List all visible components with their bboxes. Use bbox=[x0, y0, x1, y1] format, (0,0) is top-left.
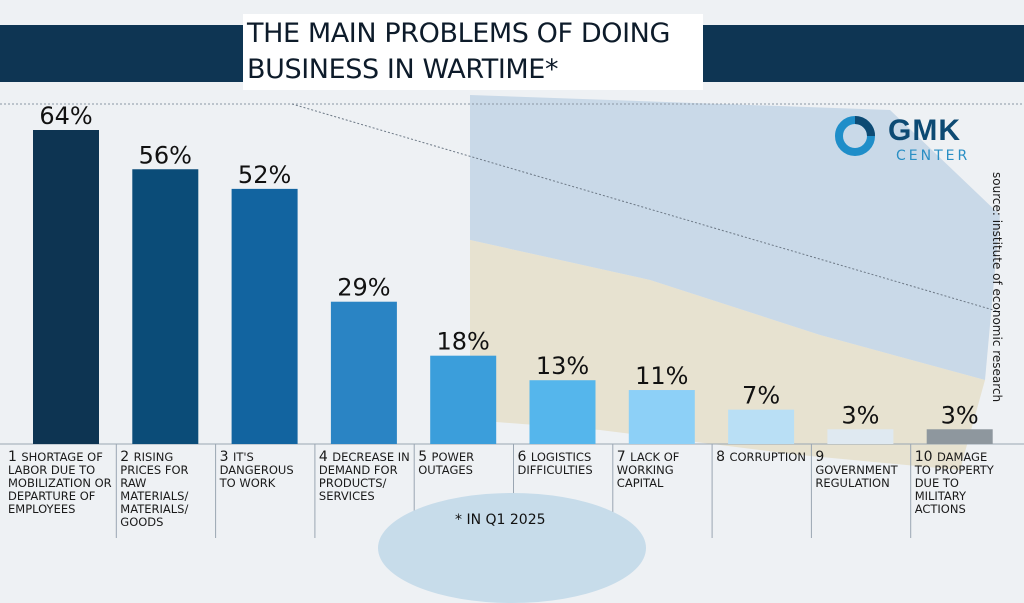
value-label-5: 18% bbox=[437, 328, 490, 356]
category-number: 6 bbox=[517, 449, 531, 465]
bar-1 bbox=[33, 130, 99, 444]
category-text: LOGISTICS DIFFICULTIES bbox=[517, 450, 593, 477]
value-label-2: 56% bbox=[139, 141, 192, 169]
gmk-ring-logo-icon bbox=[835, 116, 875, 156]
bar-4 bbox=[330, 301, 397, 444]
category-label-9: 9 GOVERNMENT REGULATION bbox=[815, 449, 907, 490]
category-text: POWER OUTAGES bbox=[418, 450, 475, 477]
value-label-3: 52% bbox=[238, 161, 291, 189]
category-text: IT'S DANGEROUS TO WORK bbox=[219, 450, 294, 490]
category-text: RISING PRICES FOR RAW MATERIALS/ MATERIA… bbox=[120, 450, 189, 529]
category-label-7: 7 LACK OF WORKING CAPITAL bbox=[616, 449, 709, 490]
value-label-7: 11% bbox=[635, 362, 688, 390]
category-text: DECREASE IN DEMAND FOR PRODUCTS/ SERVICE… bbox=[318, 450, 410, 503]
bar-6 bbox=[529, 380, 596, 444]
category-label-4: 4 DECREASE IN DEMAND FOR PRODUCTS/ SERVI… bbox=[318, 449, 411, 503]
header-band-left bbox=[0, 25, 243, 82]
flag-yellow bbox=[470, 240, 985, 470]
value-label-6: 13% bbox=[536, 352, 589, 380]
bar-5 bbox=[430, 355, 497, 444]
page-title-line-1: THE MAIN PROBLEMS OF DOING bbox=[247, 18, 670, 49]
category-label-3: 3 IT'S DANGEROUS TO WORK bbox=[219, 449, 312, 490]
header-band-right bbox=[703, 25, 1024, 82]
category-number: 1 bbox=[8, 449, 22, 465]
value-label-4: 29% bbox=[337, 274, 390, 302]
category-label-10: 10 DAMAGE TO PROPERTY DUE TO MILITARY AC… bbox=[914, 449, 1007, 516]
bar-chart: 64% 56% 52% 29% 18% 13% 11% 7% 3% 3% bbox=[33, 102, 993, 538]
category-number: 5 bbox=[418, 449, 432, 465]
category-number: 8 bbox=[716, 449, 730, 465]
logo-name: GMK bbox=[888, 114, 961, 147]
category-number: 2 bbox=[120, 449, 134, 465]
footnote-ellipse bbox=[378, 493, 646, 603]
category-number: 3 bbox=[219, 449, 233, 465]
category-label-5: 5 POWER OUTAGES bbox=[418, 449, 510, 477]
bar-8 bbox=[728, 409, 795, 444]
category-number: 9 bbox=[815, 449, 825, 465]
category-text: GOVERNMENT REGULATION bbox=[815, 463, 898, 490]
category-number: 10 bbox=[914, 449, 937, 465]
bar-9 bbox=[827, 429, 894, 444]
category-label-6: 6 LOGISTICS DIFFICULTIES bbox=[517, 449, 610, 477]
footnote: * IN Q1 2025 bbox=[455, 512, 546, 528]
category-number: 4 bbox=[318, 449, 333, 465]
value-label-1: 64% bbox=[39, 102, 92, 130]
category-text: DAMAGE TO PROPERTY DUE TO MILITARY ACTIO… bbox=[914, 450, 994, 516]
bar-10 bbox=[926, 429, 993, 444]
bar-3 bbox=[231, 188, 298, 444]
value-label-9: 3% bbox=[841, 401, 879, 429]
category-label-1: 1 SHORTAGE OF LABOR DUE TO MOBILIZATION … bbox=[8, 449, 116, 516]
value-label-10: 3% bbox=[941, 401, 979, 429]
title-box bbox=[243, 14, 703, 90]
category-label-8: 8 CORRUPTION bbox=[716, 449, 808, 465]
page-title-line-2: BUSINESS IN WARTIME* bbox=[247, 54, 559, 85]
category-text: SHORTAGE OF LABOR DUE TO MOBILIZATION OR… bbox=[8, 450, 112, 516]
category-text: CORRUPTION bbox=[729, 450, 806, 464]
dotted-line-diagonal bbox=[291, 103, 1001, 313]
bar-2 bbox=[132, 169, 199, 444]
flag-blue bbox=[470, 95, 1000, 380]
bar-7 bbox=[628, 390, 695, 444]
category-text: LACK OF WORKING CAPITAL bbox=[616, 450, 680, 490]
category-number: 7 bbox=[616, 449, 631, 465]
value-label-8: 7% bbox=[742, 382, 780, 410]
logo-sub: CENTER bbox=[896, 148, 971, 164]
category-label-2: 2 RISING PRICES FOR RAW MATERIALS/ MATER… bbox=[120, 449, 212, 529]
